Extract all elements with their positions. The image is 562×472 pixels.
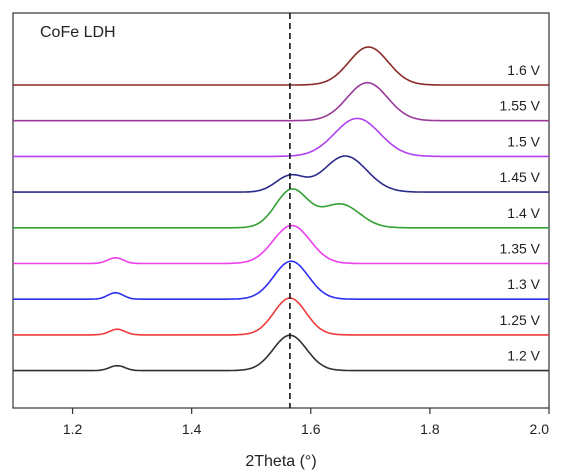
series-line-1.55v <box>13 81 549 122</box>
series-label: 1.6 V <box>507 62 540 78</box>
series-line-1.6v <box>13 46 549 86</box>
series-line-1.2v <box>13 334 549 372</box>
series-line-1.5v <box>13 117 549 158</box>
series-line-1.3v <box>13 260 549 300</box>
plot-frame <box>12 12 550 409</box>
series-line-1.25v <box>13 297 549 336</box>
x-axis-ticks <box>71 408 550 414</box>
series-line-1.4v <box>13 188 549 229</box>
x-axis-tick-labels: 1.2 1.4 1.6 1.8 2.0 <box>63 421 549 437</box>
series-label: 1.25 V <box>500 312 541 328</box>
series-curves <box>13 46 549 372</box>
series-line-1.45v <box>13 155 549 193</box>
series-label: 1.2 V <box>507 348 540 364</box>
x-tick-label: 1.2 <box>63 421 83 437</box>
chart-title: CoFe LDH <box>40 24 116 41</box>
series-label: 1.35 V <box>500 241 541 257</box>
series-label: 1.45 V <box>500 169 541 185</box>
series-label: 1.3 V <box>507 276 540 292</box>
x-tick-label: 1.8 <box>420 421 440 437</box>
series-label: 1.4 V <box>507 205 540 221</box>
x-axis-label: 2Theta (°) <box>245 453 316 470</box>
series-label: 1.55 V <box>500 98 541 114</box>
x-tick-label: 2.0 <box>530 421 550 437</box>
x-tick-label: 1.4 <box>182 421 202 437</box>
series-line-1.35v <box>13 224 549 265</box>
series-labels: 1.2 V 1.25 V 1.3 V 1.35 V 1.4 V 1.45 V 1.5 V 1.… <box>500 62 541 364</box>
series-label: 1.5 V <box>507 133 540 149</box>
x-tick-label: 1.6 <box>301 421 321 437</box>
